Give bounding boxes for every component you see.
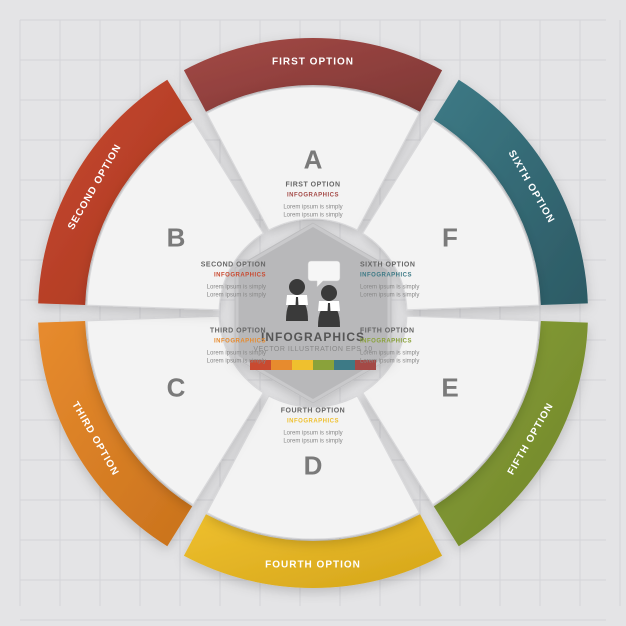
segment-letter-a: A <box>304 145 323 176</box>
segment-letter-b: B <box>167 223 186 254</box>
segment-letter-e: E <box>441 373 458 404</box>
ring-label-d: FOURTH OPTION <box>265 559 361 570</box>
segment-text-d: FOURTH OPTIONINFOGRAPHICSLorem ipsum is … <box>253 407 373 446</box>
ring-label-a: FIRST OPTION <box>272 56 354 67</box>
segment-text-e: FIFTH OPTIONINFOGRAPHICSLorem ipsum is s… <box>360 327 480 366</box>
center-title: INFOGRAPHICS <box>261 330 365 344</box>
center-subtitle: VECTOR ILLUSTRATION EPS 10 <box>253 346 372 353</box>
infographic-wheel <box>0 0 626 626</box>
segment-text-b: SECOND OPTIONINFOGRAPHICSLorem ipsum is … <box>146 261 266 300</box>
segment-letter-f: F <box>442 223 458 254</box>
segment-letter-d: D <box>304 451 323 482</box>
segment-letter-c: C <box>167 373 186 404</box>
segment-text-f: SIXTH OPTIONINFOGRAPHICSLorem ipsum is s… <box>360 261 480 300</box>
segment-text-c: THIRD OPTIONINFOGRAPHICSLorem ipsum is s… <box>146 327 266 366</box>
segment-text-a: FIRST OPTIONINFOGRAPHICSLorem ipsum is s… <box>253 181 373 220</box>
